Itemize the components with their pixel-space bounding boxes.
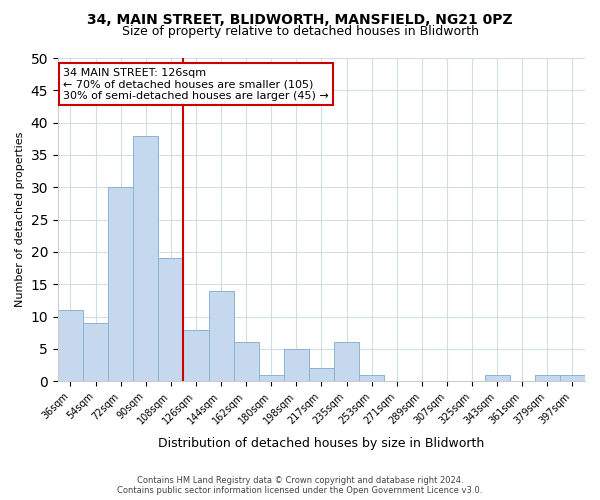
Bar [334, 342, 359, 382]
Bar [560, 375, 585, 382]
Bar [209, 290, 233, 382]
Text: Size of property relative to detached houses in Blidworth: Size of property relative to detached ho… [121, 25, 479, 38]
Bar [535, 375, 560, 382]
Bar [184, 330, 209, 382]
Bar [359, 375, 384, 382]
Text: 34, MAIN STREET, BLIDWORTH, MANSFIELD, NG21 0PZ: 34, MAIN STREET, BLIDWORTH, MANSFIELD, N… [87, 12, 513, 26]
Y-axis label: Number of detached properties: Number of detached properties [15, 132, 25, 308]
Bar [58, 310, 83, 382]
Bar [83, 323, 108, 382]
Bar [309, 368, 334, 382]
Bar [233, 342, 259, 382]
X-axis label: Distribution of detached houses by size in Blidworth: Distribution of detached houses by size … [158, 437, 485, 450]
Bar [284, 349, 309, 382]
Bar [158, 258, 184, 382]
Text: Contains HM Land Registry data © Crown copyright and database right 2024.
Contai: Contains HM Land Registry data © Crown c… [118, 476, 482, 495]
Bar [485, 375, 510, 382]
Bar [108, 188, 133, 382]
Bar [133, 136, 158, 382]
Text: 34 MAIN STREET: 126sqm
← 70% of detached houses are smaller (105)
30% of semi-de: 34 MAIN STREET: 126sqm ← 70% of detached… [63, 68, 329, 101]
Bar [259, 375, 284, 382]
